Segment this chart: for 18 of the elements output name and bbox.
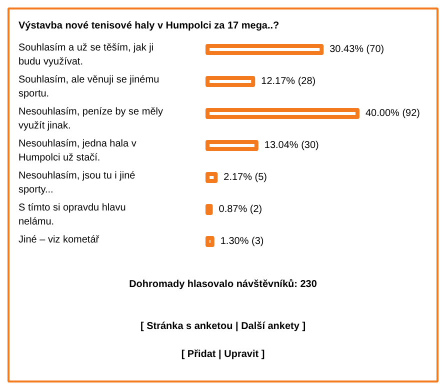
data-label: 30.43% (70) <box>330 44 384 55</box>
y-tick-label: Souhlasím a už se těším, jak ji budu využívat. <box>18 42 154 68</box>
data-label: 13.04% (30) <box>264 140 319 151</box>
data-label: 0.87% (2) <box>218 204 262 215</box>
data-label: 1.30% (3) <box>220 236 264 247</box>
text: Dohromady hlasovalo návštěvníků: 230 <box>129 278 318 290</box>
y-tick-label: Nesouhlasím, peníze by se měly využít jinak. <box>18 106 164 132</box>
data-label: 2.17% (5) <box>224 172 267 183</box>
y-tick-label: S tímto si opravdu hlavu nelámu. <box>18 202 126 228</box>
text: [ Stránka s anketou | Další ankety ] <box>140 321 306 332</box>
data-label: 40.00% (92) <box>366 108 420 119</box>
y-tick-label: Souhlasím, ale věnuji se jinému sportu. <box>18 74 160 100</box>
y-tick-label: Nesouhlasím, jedna hala v Humpolci už stačí. <box>18 138 136 164</box>
chart-title: Výstavba nové tenisové haly v Humpolci za 17 mega..? <box>18 20 280 32</box>
y-tick-label: Nesouhlasím, jsou tu i jiné sporty... <box>18 170 136 196</box>
y-tick-label: Jiné – viz kometář <box>18 234 100 246</box>
data-label: 12.17% (28) <box>261 76 316 87</box>
text: [ Přidat | Upravit ] <box>181 349 265 360</box>
